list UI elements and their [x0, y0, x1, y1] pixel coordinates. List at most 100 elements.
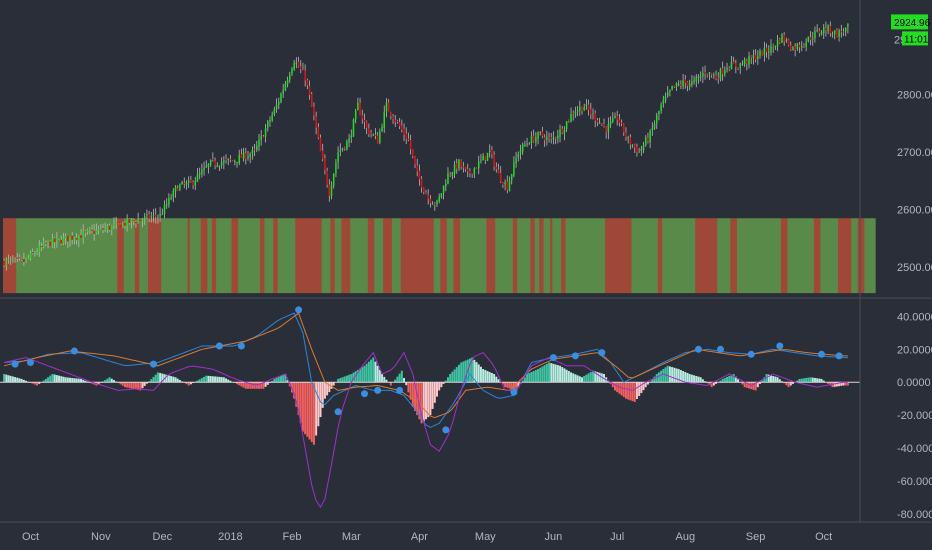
candle-body — [249, 154, 251, 158]
histogram-bar — [214, 376, 217, 383]
band-segment — [695, 218, 718, 294]
candle-body — [669, 90, 671, 92]
candle-body — [240, 154, 243, 158]
histogram-bar — [229, 380, 232, 383]
candle-body — [247, 156, 249, 159]
band-segment — [534, 218, 540, 294]
candle-body — [387, 102, 390, 112]
band-segment — [453, 218, 461, 294]
candle-body — [310, 94, 313, 107]
histogram-bar — [719, 380, 722, 383]
histogram-bar — [798, 378, 801, 383]
candle-body — [844, 27, 847, 32]
band-segment — [211, 218, 217, 294]
time-tick-label: Nov — [91, 531, 111, 543]
histogram-bar — [488, 372, 491, 383]
candle-body — [524, 144, 526, 146]
candle-body — [488, 150, 491, 152]
band-segment — [3, 218, 17, 294]
band-segment — [605, 218, 632, 294]
candle-body — [631, 145, 634, 147]
histogram-bar — [471, 357, 474, 383]
candle-body — [242, 152, 245, 159]
candle-body — [121, 223, 124, 227]
band-segment — [460, 218, 487, 294]
crossover-dot — [334, 408, 342, 416]
candle-body — [205, 166, 208, 168]
histogram-bar — [785, 382, 788, 386]
time-tick-label: 2018 — [218, 531, 242, 543]
histogram-bar — [442, 382, 445, 384]
candle-body — [385, 102, 388, 112]
candle-body — [840, 31, 843, 33]
histogram-bar — [592, 370, 594, 383]
candle-body — [464, 166, 467, 170]
histogram-bar — [62, 376, 65, 383]
histogram-bar — [108, 377, 111, 383]
crossover-dot — [776, 342, 784, 350]
histogram-bar — [462, 361, 465, 383]
histogram-bar — [339, 378, 342, 383]
candle-body — [91, 229, 93, 231]
candle-body — [651, 128, 654, 130]
candle-body — [9, 258, 12, 260]
candle-body — [137, 219, 139, 224]
candle-body — [12, 259, 14, 261]
histogram-bar — [378, 369, 381, 383]
candle-body — [75, 237, 78, 240]
candle-body — [376, 135, 379, 144]
candle-body — [682, 80, 684, 87]
histogram-bar — [728, 375, 731, 383]
candle-body — [814, 31, 816, 39]
histogram-bar — [77, 378, 80, 383]
candle-body — [570, 113, 572, 122]
candle-body — [836, 30, 838, 38]
histogram-bar — [247, 382, 249, 389]
candle-body — [469, 170, 471, 174]
band-segment — [433, 218, 441, 294]
histogram-bar — [145, 382, 148, 384]
histogram-bar — [721, 378, 724, 383]
band-segment — [820, 218, 839, 294]
histogram-bar — [455, 367, 458, 383]
band-segment — [780, 218, 788, 294]
candle-body — [317, 127, 320, 138]
candle-body — [335, 162, 337, 174]
candle-body — [754, 54, 757, 60]
histogram-bar — [679, 370, 682, 383]
histogram-bar — [475, 362, 478, 383]
candle-body — [831, 33, 834, 35]
candle-body — [638, 151, 640, 153]
histogram-bar — [297, 382, 300, 416]
candle-body — [106, 226, 109, 230]
last-price-tag — [891, 14, 928, 30]
histogram-bar — [414, 382, 416, 411]
histogram-bar — [477, 364, 480, 383]
histogram-bar — [501, 382, 504, 385]
candle-body — [390, 112, 392, 116]
candle-body — [104, 228, 106, 230]
histogram-bar — [273, 378, 276, 383]
histogram-bar — [548, 362, 551, 383]
candle-body — [194, 181, 197, 186]
band-segment — [295, 218, 322, 294]
histogram-bar — [18, 378, 21, 383]
candle-body — [735, 63, 737, 67]
histogram-bar — [734, 376, 737, 383]
candle-body — [649, 130, 651, 143]
histogram-bar — [205, 375, 208, 383]
candle-body — [407, 138, 410, 140]
candle-body — [827, 25, 829, 31]
histogram-bar — [211, 376, 214, 383]
histogram-bar — [198, 379, 201, 383]
signal-band — [3, 218, 876, 294]
candle-body — [14, 258, 16, 260]
candle-body — [58, 238, 60, 240]
candle-body — [392, 116, 394, 120]
histogram-bar — [374, 361, 377, 383]
histogram-bar — [178, 380, 181, 383]
band-segment — [486, 218, 496, 294]
candle-body — [612, 118, 614, 123]
histogram-bar — [493, 374, 496, 383]
